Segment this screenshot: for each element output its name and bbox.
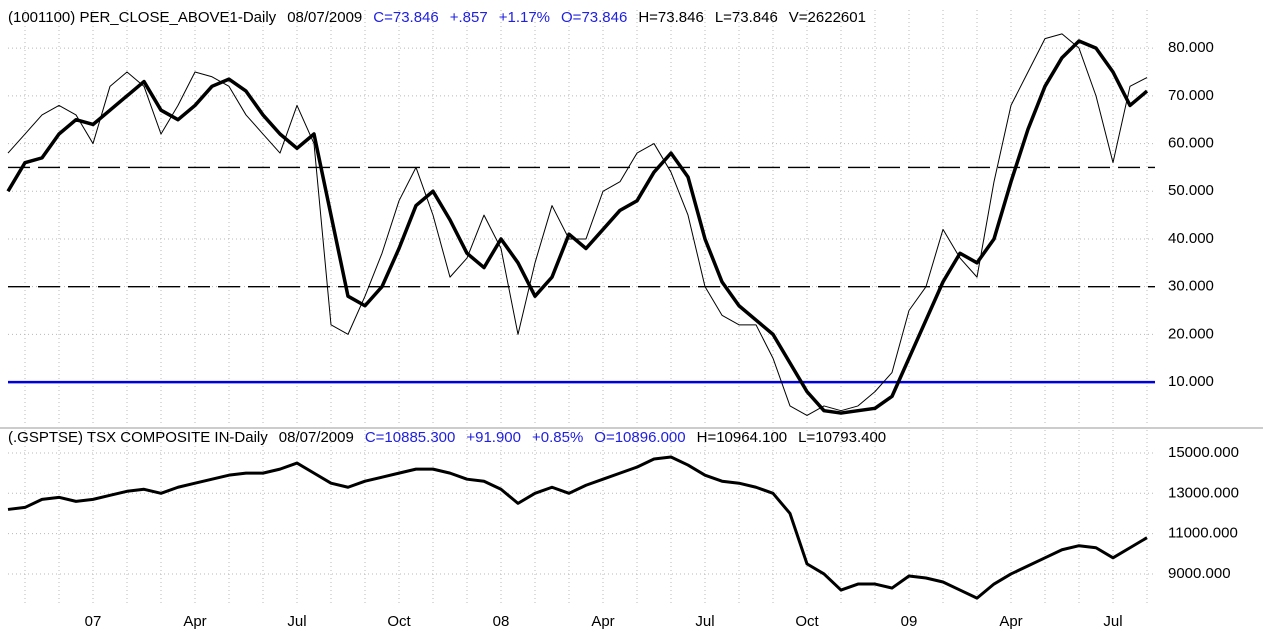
y-tick-label: 60.000	[1168, 135, 1214, 152]
x-tick-label: Apr	[591, 613, 614, 630]
x-tick-label: Jul	[1103, 613, 1122, 630]
header-item: +1.17%	[498, 9, 551, 26]
y-tick-label: 9000.000	[1168, 565, 1231, 582]
x-tick-label: Oct	[387, 613, 411, 630]
x-tick-label: Jul	[695, 613, 714, 630]
series-line	[6, 39, 1149, 415]
header-item: +0.85%	[531, 429, 584, 446]
y-tick-label: 50.000	[1168, 182, 1214, 199]
header-item: L=10793.400	[798, 429, 887, 446]
x-tick-label: Jul	[287, 613, 306, 630]
x-tick-label: Apr	[183, 613, 206, 630]
y-tick-label: 30.000	[1168, 278, 1214, 295]
series-line	[7, 33, 1148, 416]
header-item: H=10964.100	[696, 429, 788, 446]
header-item: 08/07/2009	[287, 9, 363, 26]
header-item: (1001100) PER_CLOSE_ABOVE1-Daily	[8, 9, 277, 26]
header-item: +91.900	[466, 429, 521, 446]
header-item: O=10896.000	[594, 429, 686, 446]
y-tick-label: 80.000	[1168, 39, 1214, 56]
y-tick-label: 13000.000	[1168, 484, 1239, 501]
y-tick-label: 11000.000	[1168, 525, 1238, 542]
header-item: 08/07/2009	[278, 429, 354, 446]
header-item: V=2622601	[788, 9, 866, 26]
panel-header: (.GSPTSE) TSX COMPOSITE IN-Daily 08/07/20…	[8, 429, 897, 446]
y-tick-label: 10.000	[1168, 373, 1214, 390]
series-line	[7, 455, 1148, 600]
x-tick-label: Oct	[795, 613, 819, 630]
header-item: H=73.846	[638, 9, 704, 26]
y-tick-label: 40.000	[1168, 230, 1214, 247]
y-tick-label: 15000.000	[1168, 444, 1239, 461]
x-tick-label: 09	[901, 613, 918, 630]
header-item: (.GSPTSE) TSX COMPOSITE IN-Daily	[8, 429, 268, 446]
panel-header: (1001100) PER_CLOSE_ABOVE1-Daily 08/07/20…	[8, 9, 877, 26]
x-tick-label: 08	[493, 613, 510, 630]
x-tick-label: 07	[85, 613, 102, 630]
x-tick-label: Apr	[999, 613, 1022, 630]
header-item: C=73.846	[373, 9, 439, 26]
header-item: C=10885.300	[364, 429, 456, 446]
y-tick-label: 20.000	[1168, 325, 1214, 342]
header-item: +.857	[449, 9, 488, 26]
header-item: O=73.846	[561, 9, 628, 26]
y-tick-label: 70.000	[1168, 87, 1214, 104]
header-item: L=73.846	[714, 9, 778, 26]
